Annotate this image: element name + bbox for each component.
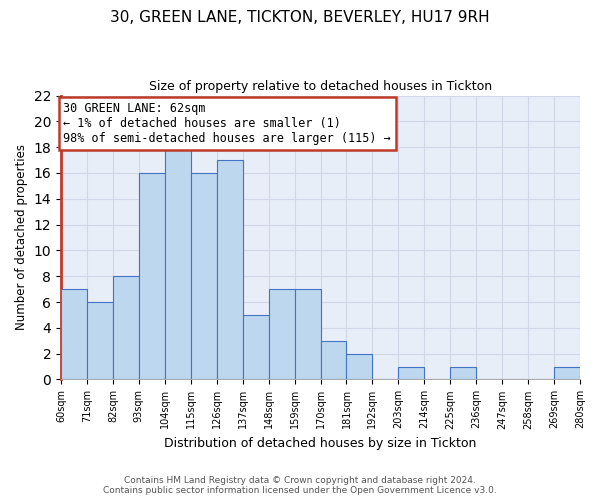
Bar — [242, 315, 269, 380]
Bar — [346, 354, 373, 380]
Bar — [165, 147, 191, 380]
Bar — [113, 276, 139, 380]
Bar — [398, 366, 424, 380]
Bar — [320, 340, 346, 380]
Text: Contains HM Land Registry data © Crown copyright and database right 2024.
Contai: Contains HM Land Registry data © Crown c… — [103, 476, 497, 495]
Text: 30, GREEN LANE, TICKTON, BEVERLEY, HU17 9RH: 30, GREEN LANE, TICKTON, BEVERLEY, HU17 … — [110, 10, 490, 25]
Bar — [554, 366, 580, 380]
Bar — [191, 173, 217, 380]
Y-axis label: Number of detached properties: Number of detached properties — [15, 144, 28, 330]
X-axis label: Distribution of detached houses by size in Tickton: Distribution of detached houses by size … — [164, 437, 477, 450]
Bar — [269, 289, 295, 380]
Bar — [61, 289, 87, 380]
Bar — [217, 160, 242, 380]
Title: Size of property relative to detached houses in Tickton: Size of property relative to detached ho… — [149, 80, 492, 93]
Text: 30 GREEN LANE: 62sqm
← 1% of detached houses are smaller (1)
98% of semi-detache: 30 GREEN LANE: 62sqm ← 1% of detached ho… — [64, 102, 391, 145]
Bar — [139, 173, 165, 380]
Bar — [295, 289, 320, 380]
Bar — [450, 366, 476, 380]
Bar — [87, 302, 113, 380]
